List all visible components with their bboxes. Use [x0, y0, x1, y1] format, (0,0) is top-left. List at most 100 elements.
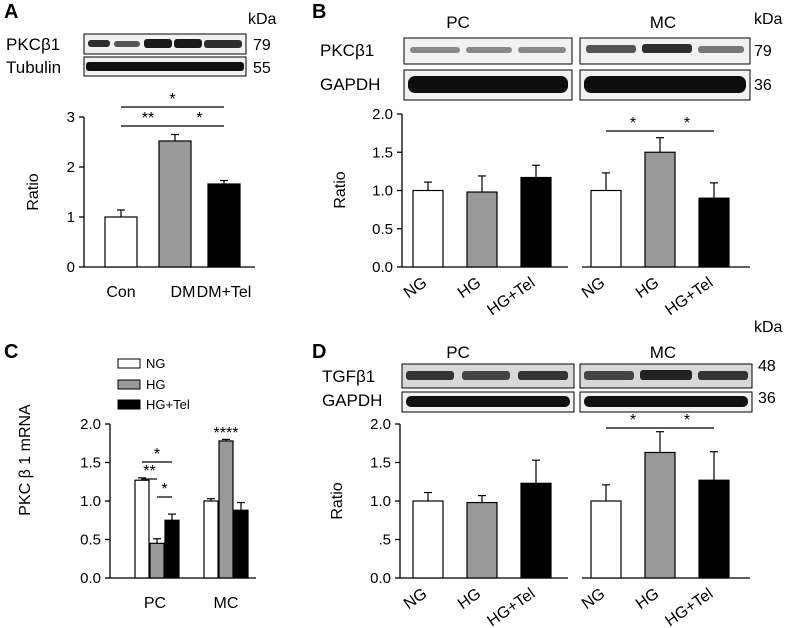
chart-c-bar — [218, 440, 234, 579]
blot-a-label-2: Tubulin — [6, 58, 61, 77]
chart-d-axes — [399, 424, 750, 579]
blot-b-label-1: PKCβ1 — [320, 41, 374, 60]
chart-a-bar — [104, 216, 138, 268]
blot-d-kda-1: 48 — [758, 358, 776, 375]
chart-b-ytick-label: 1.5 — [372, 144, 393, 161]
panel-letter-b: B — [312, 1, 326, 23]
chart-b-sig-label: * — [684, 115, 690, 132]
chart-b-ytick-label: 2.0 — [372, 106, 393, 123]
chart-d-ytick-label: .5 — [378, 532, 391, 549]
chart-a-ytick-label: 3 — [67, 109, 75, 126]
chart-c-ylabel: PKC β 1 mRNA — [17, 404, 34, 516]
chart-d-sig-label: * — [630, 412, 636, 429]
blot-b-band-2 — [466, 47, 512, 53]
blot-a-band-5 — [204, 40, 242, 48]
blot-d-label-1: TGFβ1 — [322, 367, 375, 386]
chart-a-bar — [207, 183, 241, 268]
blot-d-band-2 — [462, 371, 510, 380]
chart-d-bar — [466, 501, 498, 579]
blot-d-kda-2: 36 — [758, 390, 776, 407]
blot-b-group-1: PC — [446, 13, 470, 32]
chart-a-ytick-label: 0 — [67, 259, 75, 276]
blot-a-kda-header: kDa — [248, 11, 277, 28]
blot-a-label-1: PKCβ1 — [6, 35, 60, 54]
chart-a-ylabel: Ratio — [25, 173, 42, 210]
chart-c-bar — [203, 500, 219, 579]
chart-d-bar — [590, 500, 622, 579]
blot-a-kda-2: 55 — [253, 60, 271, 77]
chart-c-bar — [233, 509, 249, 579]
chart-b-ytick-label: 0.0 — [372, 259, 393, 276]
chart-b-category-label: HG — [633, 274, 662, 302]
chart-b-bar — [520, 176, 552, 268]
blot-b-group-2: MC — [650, 13, 676, 32]
panel-letter-c: C — [4, 341, 18, 363]
blot-b-band-1 — [410, 47, 460, 53]
chart-b-axes — [401, 114, 750, 268]
blot-d-band-7 — [406, 396, 570, 407]
chart-c-ytick-label: 0.0 — [80, 570, 101, 587]
chart-a-category-label: DM — [171, 284, 196, 301]
blot-b-band-8 — [584, 76, 746, 93]
chart-d-bar — [698, 479, 730, 579]
chart-c-bar — [134, 479, 150, 579]
panel-letter-d: D — [312, 341, 326, 363]
panel-a-blot: PKCβ1 Tubulin kDa 79 55 — [6, 11, 277, 77]
chart-a-sig-label: * — [169, 91, 175, 108]
chart-c-ytick-label: 1.0 — [80, 493, 101, 510]
chart-b-bar — [590, 189, 622, 268]
legend-swatch-hgtel — [117, 399, 141, 410]
legend-label-ng: NG — [146, 356, 166, 371]
blot-b-label-2: GAPDH — [320, 75, 380, 94]
chart-c-legend: NG HG HG+Tel — [117, 356, 190, 412]
chart-a-category-label: Con — [106, 284, 135, 301]
chart-d-category-label: HG+Tel — [484, 585, 538, 628]
blot-b-band-6 — [698, 46, 744, 53]
chart-b-sig-label: * — [630, 115, 636, 132]
blot-d-band-5 — [640, 370, 692, 380]
blot-b-kda-header: kDa — [754, 11, 783, 28]
chart-d-ytick-label: 0.0 — [370, 570, 391, 587]
blot-b-band-7 — [408, 76, 568, 93]
chart-a-bar — [158, 140, 192, 268]
chart-c-ytick-label: 1.5 — [80, 455, 101, 472]
blot-b-band-5 — [642, 44, 692, 53]
blot-d-band-6 — [698, 371, 748, 380]
blot-d-label-2: GAPDH — [322, 391, 382, 410]
legend-swatch-ng — [117, 358, 141, 369]
blot-b-kda-1: 79 — [754, 43, 772, 60]
blot-a-band-1 — [88, 40, 110, 47]
chart-c-category-label: MC — [214, 595, 239, 612]
blot-d-band-3 — [518, 371, 568, 380]
legend-label-hg: HG — [146, 377, 166, 392]
blot-a-band-6 — [86, 62, 244, 71]
chart-b-bar — [466, 191, 498, 268]
chart-b-category-label: HG+Tel — [484, 274, 538, 319]
blot-d-band-1 — [406, 371, 454, 380]
chart-b-category-label: NG — [401, 274, 430, 302]
chart-b-bar — [698, 197, 730, 268]
blot-a-band-4 — [174, 39, 202, 48]
chart-c-sig-label: ** — [143, 463, 155, 480]
chart-b-ylabel: Ratio — [332, 171, 349, 208]
chart-c-ytick-label: 0.5 — [80, 532, 101, 549]
blot-d-group-2: MC — [650, 343, 676, 362]
blot-d-band-4 — [584, 371, 634, 380]
chart-d-category-label: NG — [579, 585, 608, 613]
chart-c-sig-label: **** — [214, 425, 239, 442]
chart-a-sig-label: * — [196, 110, 202, 127]
blot-d-group-1: PC — [446, 343, 470, 362]
legend-swatch-hg — [117, 379, 141, 390]
chart-c-sig-label: * — [154, 446, 160, 463]
chart-d-bar — [520, 482, 552, 579]
chart-b-category-label: NG — [579, 274, 608, 302]
blot-a-kda-1: 79 — [253, 37, 271, 54]
blot-a-band-3 — [144, 39, 172, 48]
chart-b-bar — [644, 151, 676, 268]
chart-c-category-label: PC — [144, 595, 166, 612]
chart-c-bar — [164, 519, 180, 579]
chart-d-ylabel: Ratio — [329, 482, 346, 519]
chart-a-ytick-label: 1 — [67, 209, 75, 226]
blot-b-kda-2: 36 — [754, 77, 772, 94]
